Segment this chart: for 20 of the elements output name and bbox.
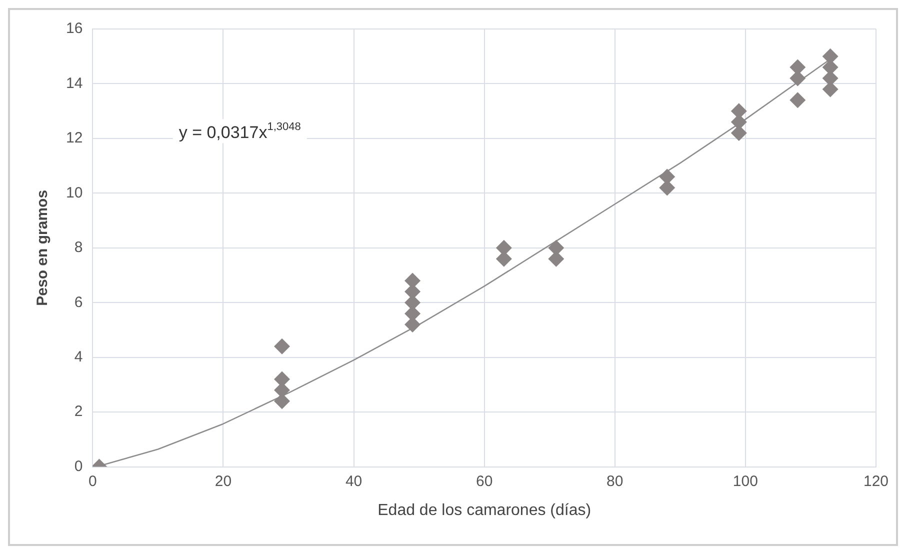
x-tick-label: 60 xyxy=(476,472,493,490)
point xyxy=(274,338,290,354)
y-tick-label: 2 xyxy=(74,403,83,420)
x-tick-label: 20 xyxy=(214,472,232,490)
point xyxy=(790,92,806,108)
x-axis-title: Edad de los camarones (días) xyxy=(378,502,592,519)
y-tick-label: 12 xyxy=(66,130,83,147)
x-tick-label: 40 xyxy=(345,472,362,490)
y-tick-label: 6 xyxy=(74,294,83,311)
y-tick-label: 8 xyxy=(74,239,83,256)
y-tick-label: 16 xyxy=(66,20,83,38)
x-tick-label: 0 xyxy=(88,472,97,490)
x-tick-label: 80 xyxy=(606,472,624,490)
x-tick-label: 120 xyxy=(863,472,889,490)
y-tick-label: 14 xyxy=(66,74,83,92)
x-tick-label: 100 xyxy=(732,472,758,490)
y-tick-label: 10 xyxy=(66,184,83,202)
y-tick-label: 0 xyxy=(74,458,83,475)
y-tick-label: 4 xyxy=(74,348,83,366)
y-axis-title: Peso en gramos xyxy=(34,190,52,306)
